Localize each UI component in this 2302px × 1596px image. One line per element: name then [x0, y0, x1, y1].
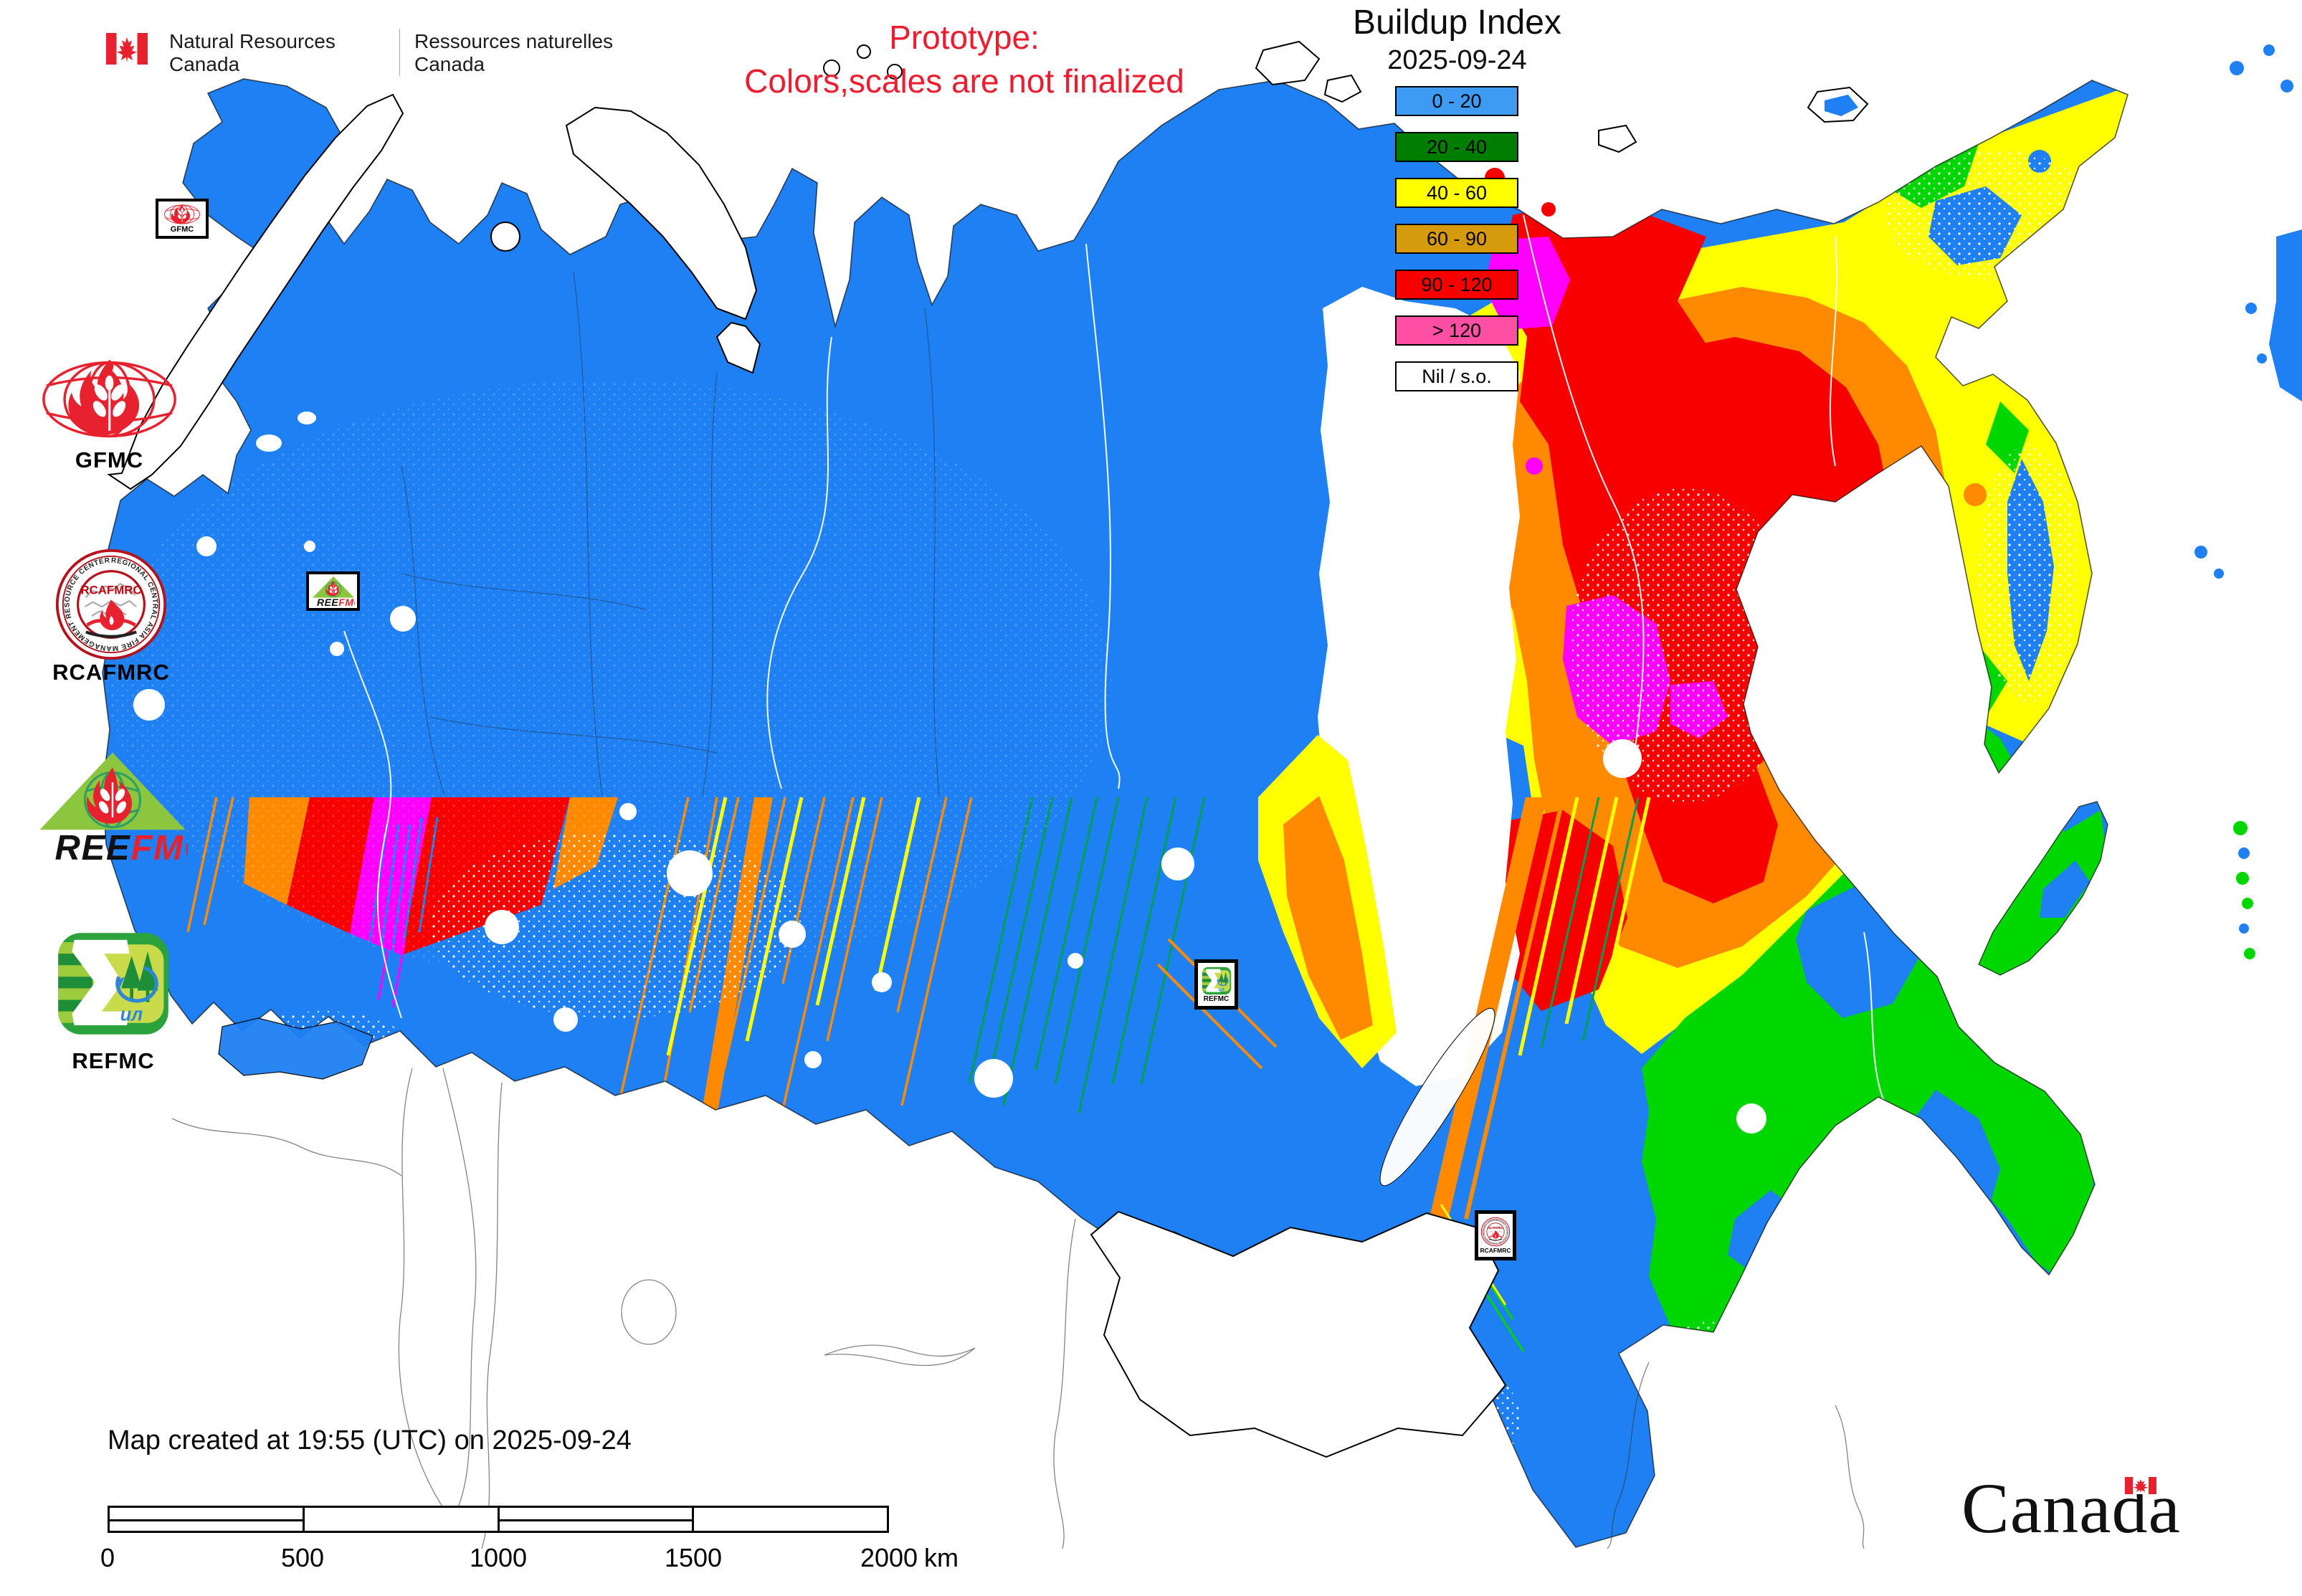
map-coastline — [102, 78, 2129, 1548]
map-admin-borders — [401, 272, 940, 797]
gfmc-logo-icon — [39, 357, 179, 442]
map-marker-reefmc[interactable] — [306, 571, 360, 611]
legend-label: 0 - 20 — [1432, 90, 1482, 112]
rcafmrc-logo-icon — [54, 547, 168, 662]
legend-item-gt-120: > 120 — [1395, 315, 1518, 346]
legend-item-90-120: 90 - 120 — [1395, 270, 1518, 300]
nrcan-fr-line2: Canada — [414, 53, 485, 76]
scale-tick-500: 500 — [280, 1543, 325, 1572]
scale-bar: 0 500 1000 1500 2000 km — [100, 1506, 959, 1572]
scale-tick-2000: 2000 — [860, 1543, 918, 1572]
scale-unit: km — [924, 1543, 959, 1572]
map-rivers — [343, 214, 1893, 1119]
legend-label: 20 - 40 — [1426, 136, 1488, 158]
scale-segment — [694, 1508, 887, 1531]
scale-segment — [305, 1508, 500, 1531]
rcafmrc-marker-label: RCAFMRC — [1480, 1247, 1511, 1255]
map-funnel-orange — [1283, 796, 1373, 1040]
legend-label: 90 - 120 — [1421, 273, 1493, 295]
reefmc-marker-icon — [312, 576, 355, 607]
rcafmrc-label: RCAFMRC — [52, 660, 170, 685]
nrcan-en-line1: Natural Resources — [169, 30, 336, 52]
scale-segment — [499, 1508, 695, 1531]
canada-wordmark: Canada — [1961, 1467, 2181, 1549]
legend-date: 2025-09-24 — [1387, 45, 1527, 75]
legend-item-60-90: 60 - 90 — [1395, 224, 1518, 254]
legend-label: 40 - 60 — [1426, 181, 1488, 204]
legend-item-nil: Nil / s.o. — [1395, 361, 1518, 391]
refmc-marker-icon — [1202, 966, 1232, 995]
rcafmrc-marker-icon — [1480, 1217, 1511, 1247]
legend-title: Buildup Index — [1353, 4, 1561, 42]
refmc-logo-icon — [56, 931, 171, 1037]
map-created-text: Map created at 19:55 (UTC) on 2025-09-24 — [108, 1425, 632, 1455]
map-marker-gfmc[interactable]: GFMC — [156, 199, 209, 239]
map-marker-rcafmrc[interactable]: RCAFMRC — [1475, 1210, 1516, 1260]
prototype-warning: Prototype: Colors,scales are not finaliz… — [552, 16, 1376, 103]
legend: Buildup Index 2025-09-24 0 - 20 20 - 40 … — [1333, 3, 1581, 391]
refmc-marker-label: REFMC — [1203, 994, 1230, 1003]
refmc-label: REFMC — [72, 1048, 155, 1073]
gfmc-marker-label: GFMC — [170, 225, 194, 234]
legend-label: 60 - 90 — [1426, 227, 1488, 250]
prototype-line2: Colors,scales are not finalized — [744, 62, 1184, 100]
nrcan-en-line2: Canada — [169, 53, 240, 76]
legend-item-20-40: 20 - 40 — [1395, 132, 1518, 162]
scale-tick-0: 0 — [100, 1543, 115, 1572]
gfmc-marker-icon — [163, 204, 201, 225]
map-caucasus — [218, 1017, 374, 1080]
gfmc-label: GFMC — [75, 447, 144, 472]
map-marker-refmc[interactable]: REFMC — [1194, 959, 1238, 1010]
nrcan-signature: Natural Resources Canada Ressources natu… — [106, 29, 651, 79]
reefmc-logo-icon — [37, 750, 188, 865]
nrcan-fr-line1: Ressources naturelles — [414, 30, 614, 52]
scale-segment — [110, 1508, 305, 1531]
legend-label: Nil / s.o. — [1422, 365, 1492, 387]
scale-tick-1000: 1000 — [469, 1543, 528, 1572]
map-sakhalin-outline — [1978, 801, 2108, 976]
nrcan-divider — [399, 29, 400, 76]
canada-flag-icon — [106, 33, 148, 65]
legend-label: > 120 — [1432, 319, 1482, 341]
canada-wordmark-flag-icon — [2125, 1477, 2156, 1494]
map-foreign-outlines — [107, 40, 1869, 1458]
legend-item-40-60: 40 - 60 — [1395, 178, 1518, 208]
map-small-islands — [1485, 44, 2302, 959]
prototype-line1: Prototype: — [889, 19, 1040, 56]
map-lakes — [256, 412, 1495, 1187]
legend-item-0-20: 0 - 20 — [1395, 86, 1518, 116]
scale-tick-1500: 1500 — [664, 1543, 723, 1572]
map-orange-spot — [1964, 483, 1987, 506]
